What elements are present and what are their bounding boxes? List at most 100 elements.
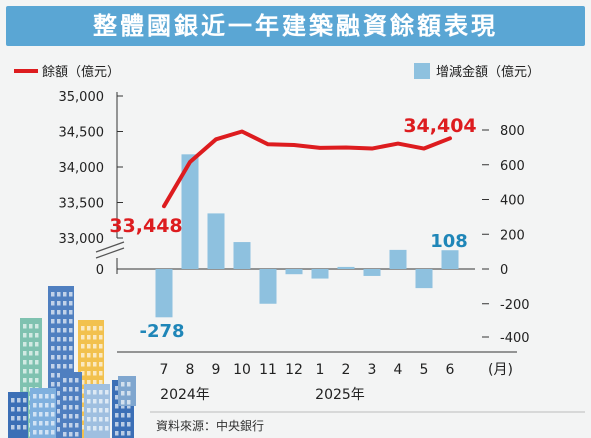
building-window xyxy=(23,351,27,356)
building-window xyxy=(81,416,85,421)
building-window xyxy=(69,301,73,306)
legend-bar-swatch xyxy=(414,63,430,79)
building-window xyxy=(63,328,67,333)
building-window xyxy=(33,394,37,399)
building-window xyxy=(45,403,49,408)
bar-change-7 xyxy=(155,269,173,318)
building-window xyxy=(23,416,27,421)
building-window xyxy=(93,335,97,340)
building-window xyxy=(81,407,85,412)
building-window xyxy=(121,431,125,436)
building-window xyxy=(115,422,119,427)
x-tick-label-10: 10 xyxy=(233,362,251,378)
bar-change-9 xyxy=(207,213,225,269)
building-window xyxy=(57,409,61,414)
building-window xyxy=(75,432,79,437)
building-window xyxy=(51,412,55,417)
building-window xyxy=(39,430,43,435)
x-tick-label-8: 8 xyxy=(186,362,195,378)
bar-change-12 xyxy=(285,269,303,275)
building-window xyxy=(69,414,73,419)
building-window xyxy=(23,369,27,374)
building-window xyxy=(87,426,91,431)
building-window xyxy=(69,292,73,297)
building-window xyxy=(81,380,85,385)
building-window xyxy=(69,378,73,383)
building-window xyxy=(81,398,85,403)
building-window xyxy=(87,326,91,331)
line-balance xyxy=(162,129,452,209)
year-label-2024: 2024年 xyxy=(160,387,210,403)
building-window xyxy=(39,421,43,426)
building-window xyxy=(51,355,55,360)
building-window xyxy=(63,346,67,351)
building-window xyxy=(29,333,33,338)
year-label-2025: 2025年 xyxy=(315,387,365,403)
building-window xyxy=(81,425,85,430)
x-tick-label-5: 5 xyxy=(420,362,429,378)
building-window xyxy=(87,408,91,413)
building-window xyxy=(35,333,39,338)
right-axis-tick-label: 400 xyxy=(500,194,525,209)
building-window xyxy=(99,399,103,404)
building-window xyxy=(63,432,67,437)
building-window xyxy=(17,425,21,430)
bar-change-8 xyxy=(181,154,199,269)
axis-break-mark xyxy=(95,241,125,253)
building-window xyxy=(63,364,67,369)
building-window xyxy=(17,407,21,412)
title-bar: 整體國銀近一年建築融資餘額表現 xyxy=(6,6,585,46)
building-window xyxy=(63,337,67,342)
building-window xyxy=(69,310,73,315)
building-window xyxy=(99,353,103,358)
legend-label-change: 增減金額（億元） xyxy=(436,64,540,80)
left-axis-tick-label: 34,500 xyxy=(59,126,105,141)
building-window xyxy=(33,430,37,435)
building-window xyxy=(105,399,109,404)
building-window xyxy=(115,404,119,409)
building-window xyxy=(93,326,97,331)
x-tick-label-2: 2 xyxy=(342,362,351,378)
building-window xyxy=(29,324,33,329)
building-window xyxy=(35,378,39,383)
building-window xyxy=(121,422,125,427)
building-window xyxy=(29,342,33,347)
building-window xyxy=(11,398,15,403)
building-window xyxy=(87,390,91,395)
building-window xyxy=(17,416,21,421)
city-illustration xyxy=(8,286,136,438)
building-window xyxy=(29,360,33,365)
building-window xyxy=(51,292,55,297)
building-window xyxy=(93,399,97,404)
x-tick-label-3: 3 xyxy=(368,362,377,378)
building-window xyxy=(93,417,97,422)
building-window xyxy=(81,371,85,376)
building-window xyxy=(87,344,91,349)
building-window xyxy=(87,417,91,422)
bar-change-5 xyxy=(415,269,433,289)
building-window xyxy=(81,389,85,394)
building-window xyxy=(35,351,39,356)
building-window xyxy=(23,378,27,383)
building-window xyxy=(121,382,125,387)
building-window xyxy=(63,292,67,297)
building-window xyxy=(51,421,55,426)
axis-break-mark xyxy=(95,247,125,259)
building-window xyxy=(69,328,73,333)
building-window xyxy=(99,344,103,349)
building-window xyxy=(23,333,27,338)
building-window xyxy=(115,431,119,436)
bar-change-11 xyxy=(259,269,277,304)
x-tick-label-12: 12 xyxy=(285,362,303,378)
source-note: 資料來源：中央銀行 xyxy=(156,418,264,433)
building-window xyxy=(39,394,43,399)
building-window xyxy=(23,407,27,412)
building-window xyxy=(69,405,73,410)
building-window xyxy=(57,319,61,324)
building-window xyxy=(121,404,125,409)
building-window xyxy=(99,408,103,413)
building-window xyxy=(33,421,37,426)
building-window xyxy=(99,426,103,431)
annotation-balance-start: 33,448 xyxy=(109,215,182,237)
building-window xyxy=(99,417,103,422)
